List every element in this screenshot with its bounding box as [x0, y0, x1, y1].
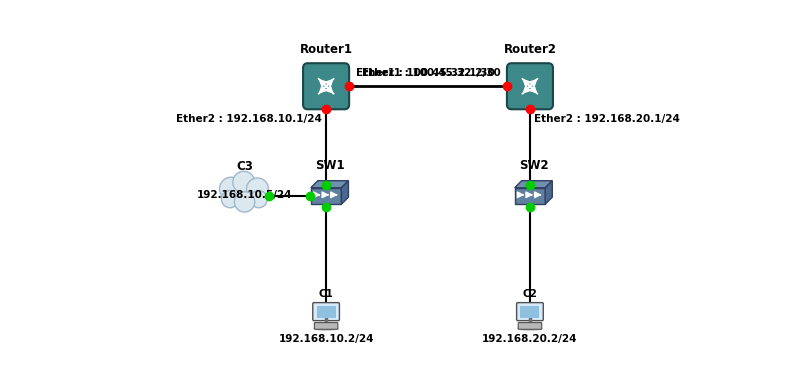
Text: SW2: SW2	[519, 159, 549, 172]
Ellipse shape	[313, 326, 339, 331]
Circle shape	[247, 178, 269, 200]
Text: C2: C2	[523, 289, 537, 299]
Text: C1: C1	[319, 289, 333, 299]
Text: Ether2 : 192.168.10.1/24: Ether2 : 192.168.10.1/24	[176, 114, 322, 124]
Circle shape	[233, 171, 255, 193]
Polygon shape	[545, 181, 553, 204]
Polygon shape	[311, 188, 341, 204]
Polygon shape	[311, 181, 349, 188]
Ellipse shape	[517, 326, 543, 331]
Circle shape	[250, 191, 267, 208]
FancyBboxPatch shape	[313, 303, 340, 321]
FancyBboxPatch shape	[517, 303, 544, 321]
Text: 192.168.10.2/24: 192.168.10.2/24	[278, 334, 374, 344]
FancyBboxPatch shape	[520, 306, 540, 318]
Text: SW1: SW1	[315, 159, 345, 172]
FancyBboxPatch shape	[315, 323, 338, 329]
Circle shape	[219, 177, 243, 201]
Text: Ether1 : 100.45.32.2/30: Ether1 : 100.45.32.2/30	[362, 67, 501, 78]
Text: Ether1 : 100.45.32.1/30: Ether1 : 100.45.32.1/30	[355, 67, 494, 78]
Text: 192.168.20.2/24: 192.168.20.2/24	[482, 334, 578, 344]
FancyBboxPatch shape	[316, 306, 336, 318]
FancyBboxPatch shape	[519, 323, 542, 329]
FancyBboxPatch shape	[507, 63, 553, 109]
Circle shape	[222, 191, 239, 208]
FancyBboxPatch shape	[303, 63, 349, 109]
Text: Router2: Router2	[503, 43, 557, 56]
Polygon shape	[341, 181, 349, 204]
Circle shape	[235, 192, 255, 212]
Polygon shape	[515, 181, 553, 188]
Text: C3: C3	[236, 160, 253, 173]
Polygon shape	[515, 188, 545, 204]
Text: 192.168.10.5/24: 192.168.10.5/24	[197, 190, 293, 200]
Text: Router1: Router1	[299, 43, 353, 56]
Text: Ether2 : 192.168.20.1/24: Ether2 : 192.168.20.1/24	[534, 114, 680, 124]
